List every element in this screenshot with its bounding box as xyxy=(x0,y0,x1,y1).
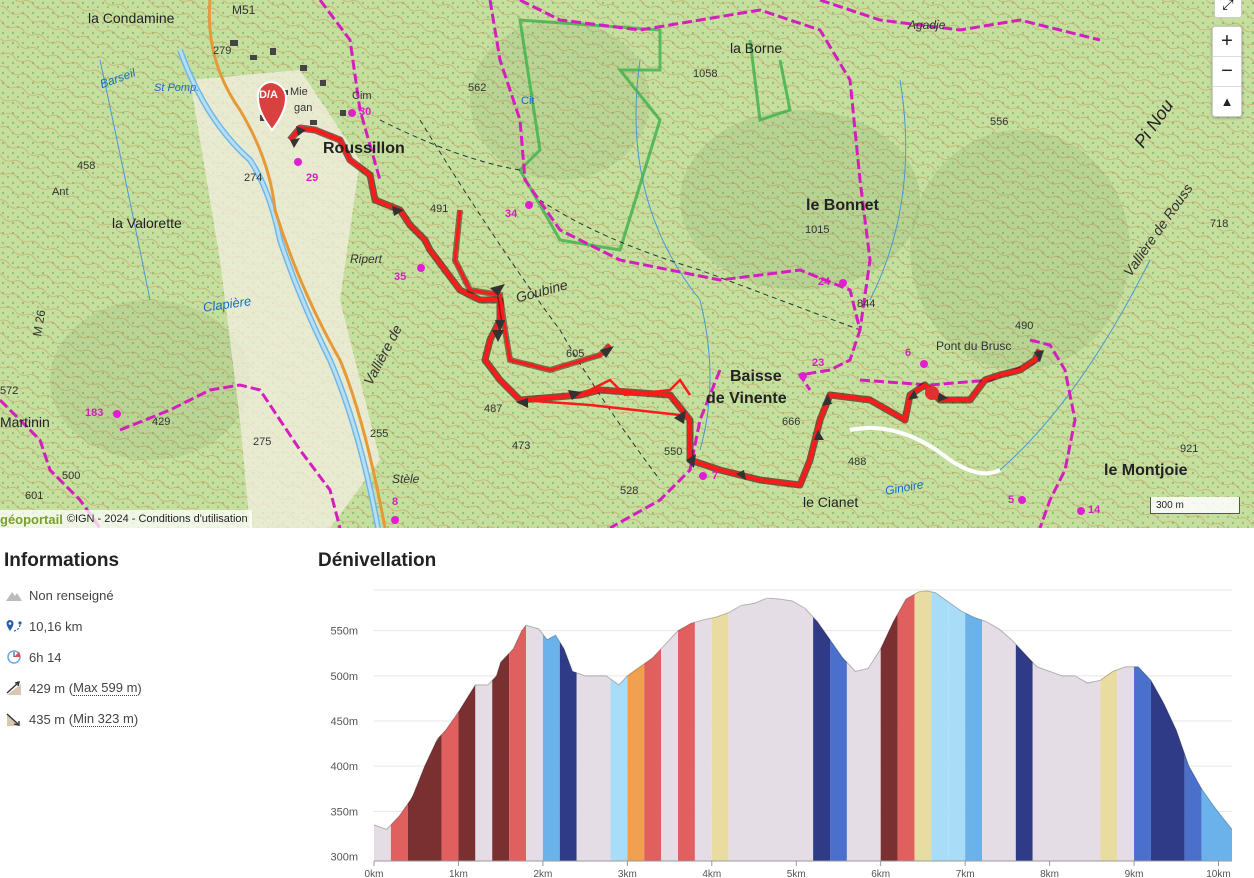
zoom-in-button[interactable]: + xyxy=(1213,27,1241,57)
descent-icon xyxy=(6,713,21,726)
duration-value: 6h 14 xyxy=(29,649,62,665)
x-tick-label: 0km xyxy=(365,869,384,878)
map-terrain[interactable] xyxy=(0,0,1254,528)
elevation-segment xyxy=(948,601,966,861)
geoportail-logo[interactable]: géoportail xyxy=(0,511,63,527)
elevation-segment xyxy=(982,620,1016,861)
elevation-segment xyxy=(1150,680,1185,861)
ascent-icon xyxy=(6,681,21,695)
elevation-segment xyxy=(880,614,898,861)
descent-paren-open: ( xyxy=(68,711,74,727)
topographic-map[interactable]: la Condamine Roussillon la Borne le Bonn… xyxy=(0,0,1254,528)
x-tick-label: 10km xyxy=(1206,869,1230,878)
elevation-segment xyxy=(542,634,560,861)
elevation-segment xyxy=(374,824,391,861)
x-tick-label: 1km xyxy=(449,869,468,878)
elevation-segment xyxy=(610,675,628,861)
elevation-segment xyxy=(390,803,408,861)
distance-value: 10,16 km xyxy=(29,618,83,634)
route-pin-icon xyxy=(6,620,22,632)
mountain-icon xyxy=(6,592,22,601)
descent-row: 435 m (Min 323 m) xyxy=(5,711,138,727)
y-tick-label: 450m xyxy=(330,716,358,728)
elevation-segment xyxy=(897,594,915,861)
elevation-segment xyxy=(931,591,949,861)
elevation-profile-line xyxy=(373,590,1233,830)
ascent-max: Max 599 m xyxy=(73,680,138,696)
map-attribution: géoportail ©IGN - 2024 - Conditions d'ut… xyxy=(0,510,252,528)
x-tick-label: 9km xyxy=(1125,869,1144,878)
elevation-segment xyxy=(475,680,493,861)
elevation-segment xyxy=(661,630,679,861)
ign-copyright: ©IGN - 2024 - xyxy=(66,513,136,525)
elevation-segment xyxy=(813,617,831,861)
elevation-segment xyxy=(846,648,881,861)
y-tick-label: 500m xyxy=(330,671,358,683)
ascent-row: 429 m (Max 599 m) xyxy=(5,680,142,696)
elevation-segment xyxy=(644,648,662,861)
terms-link[interactable]: Conditions d'utilisation xyxy=(138,513,248,525)
elevation-title: Dénivellation xyxy=(318,550,437,571)
x-tick-label: 2km xyxy=(533,869,552,878)
map-controls: + − ▲ xyxy=(1212,26,1242,117)
elevation-segment xyxy=(458,684,476,861)
start-end-marker xyxy=(256,80,288,132)
x-tick-label: 4km xyxy=(702,869,721,878)
elevation-segment xyxy=(1015,644,1033,861)
zoom-out-button[interactable]: − xyxy=(1213,57,1241,87)
map-scale-bar: 300 m xyxy=(1150,497,1240,514)
x-tick-label: 6km xyxy=(871,869,890,878)
elevation-segment xyxy=(407,734,442,861)
x-tick-label: 3km xyxy=(618,869,637,878)
ascent-paren-close: ) xyxy=(137,680,142,696)
elevation-segment xyxy=(694,618,712,861)
elevation-segment xyxy=(441,711,459,861)
elevation-segment xyxy=(1100,669,1118,861)
elevation-segment xyxy=(678,622,695,861)
distance-row: 10,16 km xyxy=(5,618,82,634)
y-tick-label: 550m xyxy=(330,626,358,638)
elevation-segment xyxy=(1201,788,1232,861)
descent-min: Min 323 m xyxy=(73,711,134,727)
elevation-segment xyxy=(965,612,983,861)
elevation-segment xyxy=(1032,662,1101,861)
elevation-segment xyxy=(1184,754,1202,861)
elevation-chart[interactable]: 300m 350m 400m 450m 500m 550m 0km 1km 2km 3km 4km 5… xyxy=(320,585,1250,878)
elevation-segment xyxy=(830,639,847,861)
elevation-segment xyxy=(1134,666,1151,861)
stopwatch-icon xyxy=(7,650,21,664)
route-overlay[interactable] xyxy=(0,0,1254,528)
y-tick-label: 300m xyxy=(330,851,358,863)
descent-paren-close: ) xyxy=(133,711,139,727)
north-arrow-icon[interactable]: ▲ xyxy=(1220,94,1234,109)
elevation-segment xyxy=(492,653,510,861)
elevation-segment xyxy=(914,590,932,861)
descent-value: 435 m xyxy=(29,711,66,727)
elevation-segment xyxy=(711,612,729,861)
elevation-segment xyxy=(559,641,577,861)
ascent-value: 429 m xyxy=(29,680,66,696)
info-title: Informations xyxy=(4,550,120,571)
y-tick-label: 350m xyxy=(330,806,358,818)
y-tick-label: 400m xyxy=(330,761,358,773)
x-tick-label: 7km xyxy=(956,869,975,878)
fullscreen-button[interactable]: ⤢ xyxy=(1214,0,1242,18)
x-tick-label: 5km xyxy=(787,869,806,878)
difficulty-row: Non renseigné xyxy=(5,587,114,603)
duration-row: 6h 14 xyxy=(5,649,62,665)
elevation-segment xyxy=(509,625,527,861)
elevation-segment xyxy=(1117,666,1135,861)
ascent-paren-open: ( xyxy=(68,680,74,696)
elevation-segment xyxy=(576,672,611,861)
elevation-segment xyxy=(627,663,645,861)
elevation-segment xyxy=(526,625,543,861)
x-tick-label: 8km xyxy=(1040,869,1059,878)
difficulty-value: Non renseigné xyxy=(29,587,114,603)
elevation-segment xyxy=(728,598,814,861)
